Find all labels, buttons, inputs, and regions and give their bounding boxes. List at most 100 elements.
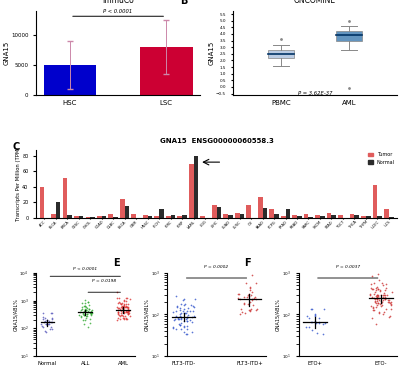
Point xyxy=(47,326,53,332)
Point xyxy=(120,309,126,315)
Text: P = 3.62E-37: P = 3.62E-37 xyxy=(298,91,332,96)
Point xyxy=(385,297,392,303)
Point xyxy=(87,311,94,318)
Point xyxy=(184,323,190,329)
Point xyxy=(368,280,374,286)
Point xyxy=(242,309,249,316)
Point xyxy=(385,298,392,304)
Point xyxy=(119,305,126,311)
Point xyxy=(39,316,46,322)
Point xyxy=(117,306,123,313)
Point xyxy=(373,287,380,293)
Point xyxy=(320,331,326,337)
Point xyxy=(252,307,259,313)
Point xyxy=(316,320,323,326)
Point xyxy=(236,291,242,297)
Bar xyxy=(44,65,97,95)
Text: ONCOMINE: ONCOMINE xyxy=(294,0,336,5)
Point xyxy=(89,310,95,316)
Point xyxy=(237,311,243,317)
Point xyxy=(306,315,312,321)
Bar xyxy=(140,47,192,95)
Point xyxy=(80,318,87,324)
Point xyxy=(125,305,131,311)
Bar xyxy=(281,216,286,218)
Y-axis label: GNA15/ABL%: GNA15/ABL% xyxy=(13,298,18,331)
Point xyxy=(246,296,253,303)
Point xyxy=(235,291,242,297)
Bar xyxy=(154,216,159,218)
Point xyxy=(120,306,126,312)
Point xyxy=(121,301,128,307)
Point xyxy=(120,305,127,311)
Point xyxy=(84,311,91,317)
Point xyxy=(180,309,187,316)
Point xyxy=(87,310,94,316)
Bar xyxy=(63,178,67,218)
Point xyxy=(174,304,180,310)
Point xyxy=(119,305,126,311)
Point xyxy=(190,313,197,319)
Point xyxy=(86,303,93,309)
Point xyxy=(119,307,126,313)
Point xyxy=(245,292,252,298)
Text: F: F xyxy=(245,258,251,268)
Point xyxy=(383,281,389,287)
Point xyxy=(118,303,125,309)
Point xyxy=(379,282,386,288)
Point xyxy=(186,308,193,314)
Point xyxy=(115,300,122,306)
Point xyxy=(181,301,188,308)
Point xyxy=(83,307,89,313)
Bar xyxy=(194,156,198,218)
Point xyxy=(313,320,319,326)
Point xyxy=(371,307,377,313)
Bar xyxy=(332,215,336,218)
Point xyxy=(121,298,128,304)
Point xyxy=(79,300,86,306)
Point xyxy=(89,307,95,313)
Point xyxy=(172,293,179,299)
Point xyxy=(38,321,45,327)
Point xyxy=(79,310,86,316)
Text: P = 0.0037: P = 0.0037 xyxy=(336,265,360,270)
Point xyxy=(239,309,245,315)
Point xyxy=(375,300,381,306)
Point xyxy=(82,297,89,303)
Point xyxy=(374,302,380,308)
Point xyxy=(308,306,314,312)
Point xyxy=(308,319,314,325)
Point xyxy=(320,321,326,327)
Point xyxy=(312,312,318,318)
Point xyxy=(181,318,188,324)
Point xyxy=(387,313,394,319)
Point xyxy=(82,306,89,313)
Point xyxy=(377,303,384,309)
Point xyxy=(247,292,254,298)
Text: E: E xyxy=(113,258,120,268)
Point xyxy=(376,301,383,307)
Point xyxy=(79,306,85,312)
Point xyxy=(174,303,180,309)
Point xyxy=(245,291,252,297)
Point xyxy=(180,329,187,335)
Bar xyxy=(389,217,393,218)
Point xyxy=(42,327,48,334)
Bar xyxy=(74,216,79,218)
Point xyxy=(373,293,379,299)
Point xyxy=(385,299,392,305)
Point xyxy=(120,301,127,308)
Point xyxy=(376,310,383,316)
Point xyxy=(383,306,389,312)
Bar xyxy=(40,187,44,218)
Point xyxy=(173,308,179,314)
Bar xyxy=(268,50,294,58)
Point xyxy=(83,303,89,309)
Point xyxy=(46,321,53,327)
Point xyxy=(178,316,184,322)
Text: P < 0.0001: P < 0.0001 xyxy=(73,267,97,271)
Bar xyxy=(143,215,148,218)
Point xyxy=(249,301,256,308)
Point xyxy=(80,311,87,317)
Point xyxy=(184,314,190,321)
